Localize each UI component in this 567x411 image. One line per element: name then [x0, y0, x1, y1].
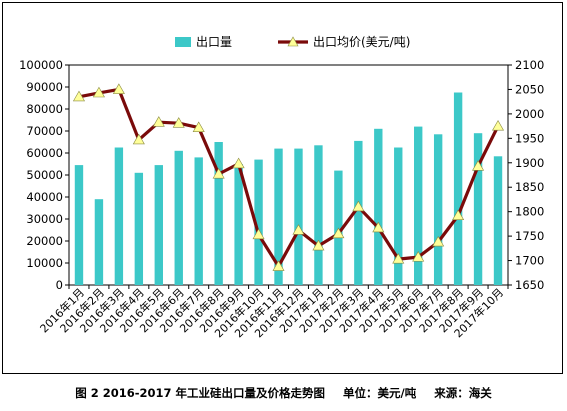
price-point	[212, 167, 225, 179]
x-tick-labels: 2016年1月2016年2月2016年3月2016年4月2016年5月2016年…	[37, 285, 506, 340]
legend-swatch-volume	[175, 37, 191, 47]
export-volume-bar	[274, 148, 283, 285]
caption-unit: 单位：美元/吨	[343, 386, 417, 400]
price-line	[78, 87, 500, 268]
export-volume-bar	[234, 164, 243, 285]
export-volume-bar	[433, 134, 443, 285]
left-axis-label: 90000	[26, 80, 63, 94]
price-point	[352, 200, 365, 212]
price-point	[332, 227, 345, 239]
price-point	[432, 235, 445, 247]
export-volume-bar	[254, 159, 263, 285]
right-axis-label: 1850	[515, 180, 544, 194]
left-axis-label: 70000	[26, 124, 63, 138]
caption-source: 来源：海关	[434, 386, 492, 400]
left-axis-label: 40000	[26, 190, 63, 204]
price-point	[232, 157, 245, 169]
figure-caption: 图 2 2016-2017 年工业硅出口量及价格走势图 单位：美元/吨 来源：海…	[0, 378, 567, 408]
chart-svg: 出口量 出口均价(美元/吨) 0 10000 20000 30000 40000 50000…	[19, 35, 544, 340]
right-axis-label: 1900	[515, 156, 544, 170]
left-axis-label: 0	[56, 278, 63, 292]
export-volume-bar	[114, 147, 124, 285]
price-line-layer	[72, 83, 505, 271]
bars	[74, 92, 503, 285]
caption-title: 图 2 2016-2017 年工业硅出口量及价格走势图	[75, 386, 326, 400]
left-axis-label: 50000	[26, 168, 63, 182]
legend: 出口量 出口均价(美元/吨)	[175, 35, 410, 49]
legend-swatch-price-marker	[287, 36, 299, 47]
right-axis-label: 1950	[515, 131, 544, 145]
export-volume-bar	[394, 147, 403, 285]
legend-label-volume: 出口量	[196, 35, 232, 49]
right-axis-label: 1800	[515, 205, 544, 219]
price-point	[292, 224, 305, 235]
right-axis-label: 1700	[515, 254, 544, 268]
left-axis-label: 10000	[26, 256, 63, 270]
right-axis-label: 2000	[515, 107, 544, 121]
right-axis-label: 1650	[515, 278, 544, 292]
left-axis-label: 30000	[26, 212, 63, 226]
export-volume-bar	[154, 165, 163, 285]
right-axis-label: 1750	[515, 229, 544, 243]
price-point	[312, 239, 325, 251]
export-volume-bar	[354, 140, 363, 285]
price-point	[252, 228, 265, 240]
left-axis-label: 20000	[26, 234, 63, 248]
price-point	[492, 120, 505, 131]
price-point	[392, 252, 405, 264]
price-point	[272, 260, 285, 271]
right-axis-label: 2050	[515, 82, 544, 96]
export-volume-bar	[374, 128, 383, 285]
price-point	[472, 160, 485, 171]
price-point	[412, 251, 425, 262]
export-volume-bar	[214, 142, 223, 285]
export-volume-bar	[94, 199, 104, 285]
export-volume-bar	[74, 165, 84, 285]
price-point	[192, 121, 205, 133]
price-point	[152, 116, 165, 127]
legend-label-price: 出口均价(美元/吨)	[313, 35, 410, 49]
export-volume-bar	[194, 157, 203, 285]
export-volume-bar	[453, 92, 463, 285]
left-axis-label: 100000	[19, 58, 63, 72]
right-axis-label: 2100	[515, 58, 544, 72]
price-point	[372, 221, 385, 233]
price-point	[72, 90, 85, 102]
export-volume-bar	[493, 156, 503, 285]
chart-frame: 出口量 出口均价(美元/吨) 0 10000 20000 30000 40000 50000…	[2, 2, 563, 374]
export-volume-bar	[473, 133, 483, 285]
export-volume-bar	[134, 172, 144, 285]
export-volume-bar	[314, 145, 323, 285]
axes: 0 10000 20000 30000 40000 50000 60000 70000 8000…	[19, 58, 544, 292]
price-point	[112, 83, 125, 94]
price-point	[452, 209, 465, 221]
price-point	[132, 133, 145, 145]
export-volume-bar	[174, 150, 183, 285]
export-volume-bar	[294, 148, 303, 285]
left-axis-label: 80000	[26, 102, 63, 116]
export-volume-bar	[414, 126, 423, 285]
price-point	[172, 117, 185, 128]
price-point	[92, 86, 105, 98]
left-axis-label: 60000	[26, 146, 63, 160]
